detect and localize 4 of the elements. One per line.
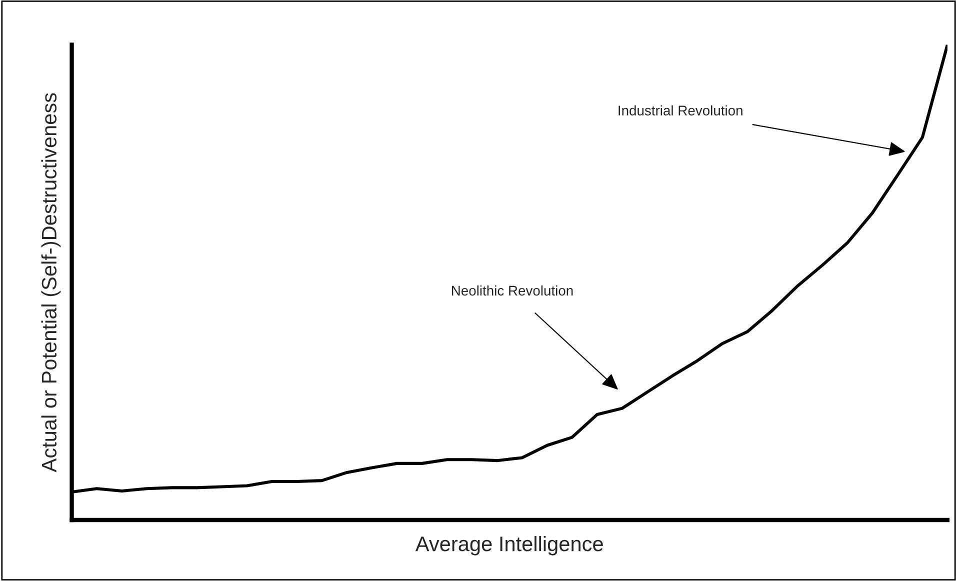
x-axis-title: Average Intelligence — [415, 536, 603, 556]
y-axis-title: Actual or Potential (Self-)Destructiveness — [41, 93, 61, 472]
annotation: Industrial Revolution — [618, 105, 742, 116]
annotation: Neolithic Revolution — [452, 285, 573, 296]
